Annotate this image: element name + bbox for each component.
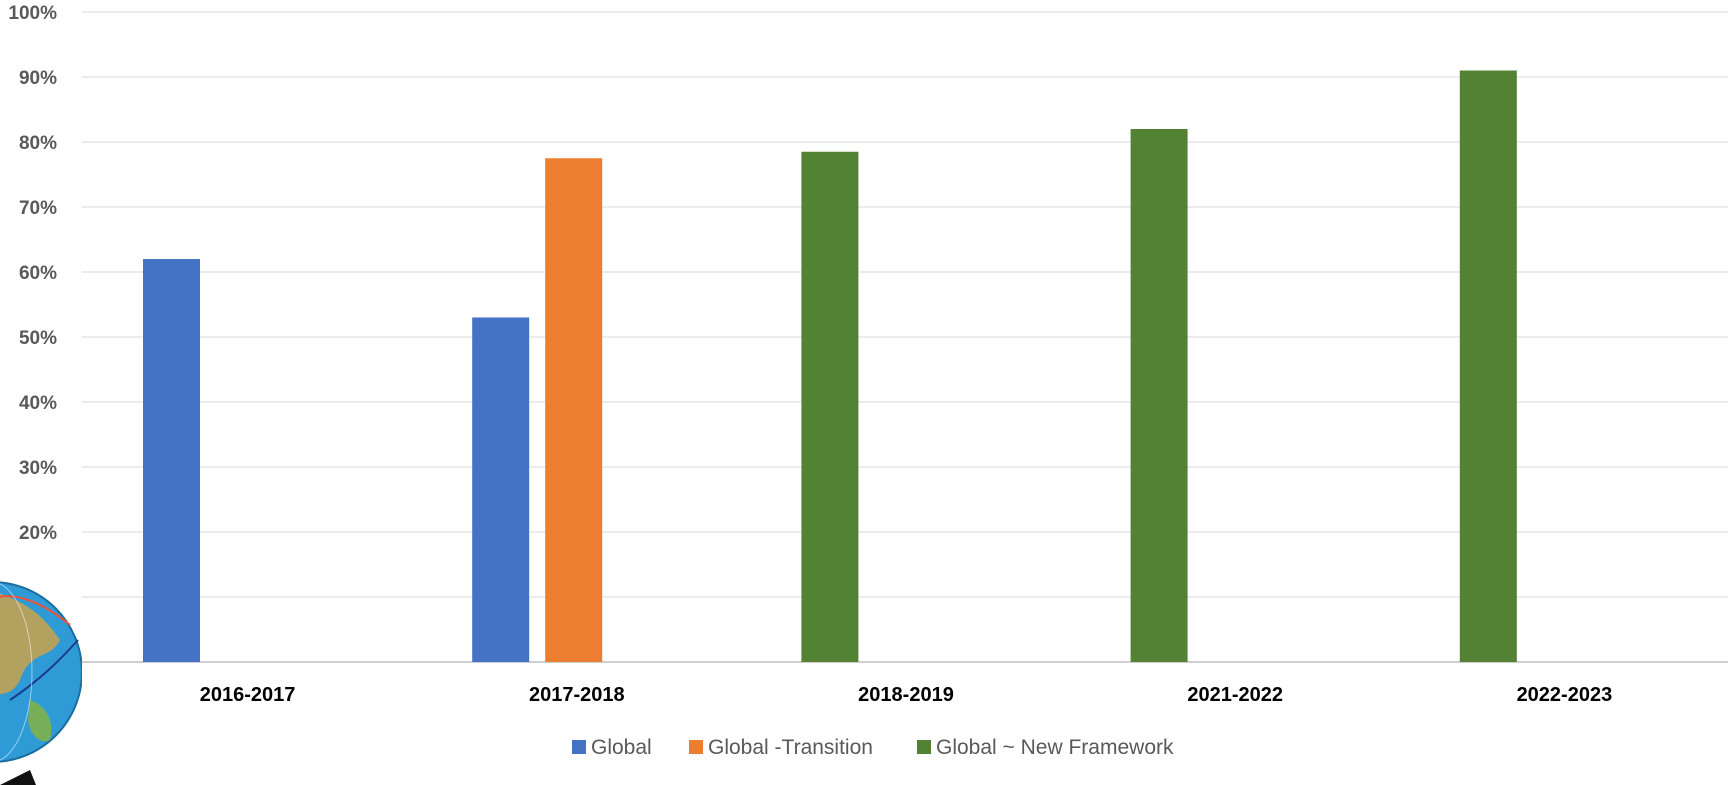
y-tick-label: 90% [19, 68, 57, 89]
y-tick-label: 50% [19, 328, 57, 349]
y-tick-label: 100% [8, 3, 57, 24]
globe-icon [0, 581, 82, 785]
y-tick-label: 80% [19, 133, 57, 154]
bar-global-2017-2018 [472, 317, 530, 662]
x-tick-label: 2022-2023 [1517, 684, 1613, 706]
legend-label: Global [591, 736, 652, 759]
x-tick-label: 2018-2019 [858, 684, 954, 706]
x-tick-label: 2016-2017 [200, 684, 296, 706]
x-tick-label: 2017-2018 [529, 684, 625, 706]
y-tick-label: 70% [19, 198, 57, 219]
y-tick-label: 30% [19, 458, 57, 479]
legend-label: Global ~ New Framework [936, 736, 1174, 759]
legend-swatch [917, 740, 931, 754]
legend-swatch [689, 740, 703, 754]
y-tick-label: 60% [19, 263, 57, 284]
bar-global-new-framework-2018-2019 [801, 151, 859, 662]
y-tick-label: 20% [19, 523, 57, 544]
bar-global-transition-2017-2018 [545, 158, 603, 662]
bar-global-2016-2017 [143, 259, 200, 662]
legend-label: Global -Transition [708, 736, 873, 759]
bar-global-new-framework-2021-2022 [1130, 129, 1188, 662]
legend-swatch [572, 740, 586, 754]
y-tick-label: 40% [19, 393, 57, 414]
bar-global-new-framework-2022-2023 [1459, 70, 1517, 662]
x-tick-label: 2021-2022 [1187, 684, 1283, 706]
